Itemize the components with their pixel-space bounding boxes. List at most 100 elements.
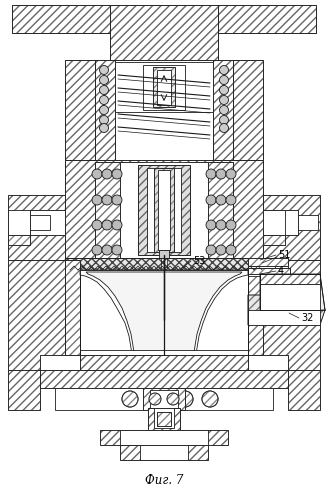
- Text: 53: 53: [193, 256, 205, 266]
- Circle shape: [226, 220, 236, 230]
- Bar: [80, 355, 248, 370]
- Bar: [248, 310, 320, 325]
- Bar: [263, 235, 285, 245]
- Bar: [263, 235, 285, 245]
- Bar: [158, 170, 170, 250]
- Bar: [260, 284, 320, 310]
- Polygon shape: [263, 195, 320, 260]
- Bar: [208, 162, 233, 258]
- Circle shape: [177, 391, 193, 407]
- Bar: [30, 215, 50, 230]
- Circle shape: [100, 85, 109, 94]
- Circle shape: [219, 115, 228, 124]
- Bar: [120, 162, 208, 258]
- Polygon shape: [260, 274, 325, 310]
- Circle shape: [149, 393, 161, 405]
- Circle shape: [226, 195, 236, 205]
- Bar: [138, 165, 190, 255]
- Bar: [150, 390, 178, 408]
- Circle shape: [92, 220, 102, 230]
- Bar: [157, 412, 171, 426]
- Bar: [148, 408, 180, 430]
- Polygon shape: [288, 370, 320, 410]
- Circle shape: [206, 245, 216, 255]
- Circle shape: [102, 245, 112, 255]
- Bar: [153, 67, 175, 107]
- Bar: [65, 160, 263, 260]
- Bar: [65, 60, 95, 160]
- Text: 51: 51: [278, 250, 290, 260]
- Bar: [248, 258, 288, 266]
- Circle shape: [216, 195, 226, 205]
- Bar: [65, 160, 263, 260]
- Circle shape: [112, 169, 122, 179]
- Bar: [185, 162, 233, 258]
- Circle shape: [122, 391, 138, 407]
- Bar: [40, 370, 288, 388]
- Bar: [275, 266, 288, 278]
- Text: 32: 32: [301, 313, 314, 323]
- Circle shape: [219, 85, 228, 94]
- Bar: [8, 210, 30, 235]
- Circle shape: [102, 169, 112, 179]
- Bar: [95, 162, 143, 258]
- Circle shape: [206, 195, 216, 205]
- Bar: [233, 60, 263, 160]
- Circle shape: [112, 245, 122, 255]
- Bar: [80, 355, 248, 370]
- Circle shape: [100, 115, 109, 124]
- Circle shape: [202, 391, 218, 407]
- Polygon shape: [86, 272, 242, 356]
- Circle shape: [100, 75, 109, 84]
- Circle shape: [100, 123, 109, 133]
- Bar: [208, 162, 233, 258]
- Bar: [208, 5, 316, 33]
- Bar: [248, 268, 290, 274]
- Circle shape: [216, 245, 226, 255]
- Bar: [8, 235, 30, 245]
- Bar: [12, 5, 120, 33]
- Bar: [208, 5, 316, 33]
- Circle shape: [206, 169, 216, 179]
- Bar: [157, 412, 171, 426]
- Bar: [157, 70, 171, 105]
- Bar: [148, 408, 180, 430]
- Polygon shape: [80, 270, 248, 358]
- Bar: [140, 445, 188, 460]
- Circle shape: [216, 220, 226, 230]
- Circle shape: [122, 391, 138, 407]
- Bar: [263, 210, 285, 235]
- Bar: [233, 60, 263, 160]
- Bar: [65, 258, 263, 270]
- Bar: [159, 250, 169, 262]
- Bar: [143, 388, 185, 410]
- Bar: [248, 260, 263, 355]
- Bar: [65, 258, 263, 270]
- Bar: [248, 258, 288, 266]
- Bar: [143, 65, 185, 110]
- Bar: [65, 260, 80, 355]
- Polygon shape: [8, 195, 65, 260]
- Bar: [138, 165, 190, 255]
- Bar: [154, 168, 174, 252]
- Bar: [248, 268, 290, 276]
- Circle shape: [100, 105, 109, 114]
- Circle shape: [177, 391, 193, 407]
- Bar: [153, 67, 175, 107]
- Polygon shape: [248, 295, 325, 325]
- Circle shape: [219, 105, 228, 114]
- Bar: [298, 215, 318, 230]
- Bar: [110, 5, 218, 60]
- Circle shape: [100, 95, 109, 104]
- Circle shape: [167, 393, 179, 405]
- Bar: [8, 235, 30, 245]
- Circle shape: [102, 195, 112, 205]
- Bar: [12, 5, 120, 33]
- Circle shape: [100, 65, 109, 74]
- Text: Фиг. 7: Фиг. 7: [145, 474, 183, 487]
- Bar: [95, 60, 115, 160]
- Bar: [143, 388, 185, 410]
- Circle shape: [112, 195, 122, 205]
- Circle shape: [202, 391, 218, 407]
- Bar: [260, 274, 320, 284]
